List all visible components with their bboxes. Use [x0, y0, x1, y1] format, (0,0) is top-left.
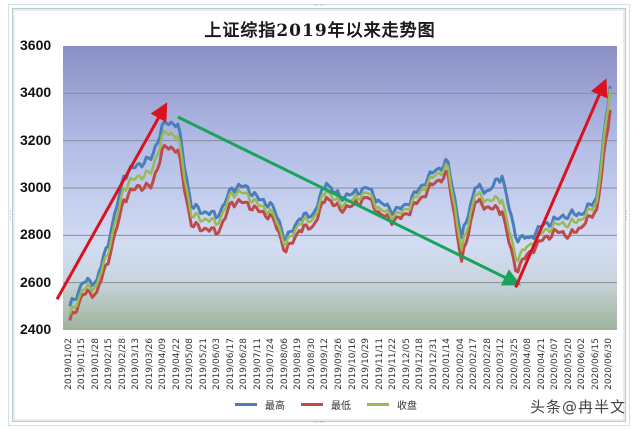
- x-tick-label: 2020/02/17: [469, 338, 480, 390]
- x-tick-label: 2019/12/05: [401, 338, 412, 390]
- legend-swatch-icon: [301, 403, 323, 406]
- legend-item-low: 最低: [301, 397, 351, 412]
- y-tick-label: 3000: [20, 179, 52, 195]
- rise-arrow-icon: [55, 102, 168, 300]
- legend-label: 最高: [265, 401, 285, 412]
- x-tick-label: 2019/08/19: [293, 338, 304, 390]
- y-tick-label: 3200: [20, 131, 52, 148]
- x-tick-label: 2019/09/12: [320, 338, 331, 390]
- x-tick-label: 2020/04/21: [536, 338, 547, 390]
- trend-arrows: [55, 78, 608, 300]
- x-tick-label: 2019/03/26: [144, 338, 155, 390]
- watermark: 头条@冉半文: [530, 398, 627, 416]
- x-tick-label: 2019/12/18: [415, 338, 426, 390]
- legend-swatch-icon: [367, 403, 389, 406]
- x-tick-label: 2020/03/25: [509, 338, 520, 390]
- rise-arrow-icon: [514, 78, 608, 288]
- x-tick-label: 2019/08/30: [306, 338, 317, 390]
- y-tick-label: 2400: [20, 321, 52, 337]
- legend-item-close: 收盘: [367, 397, 417, 412]
- x-tick-label: 2019/02/15: [104, 338, 115, 390]
- x-tick-label: 2019/02/28: [117, 338, 128, 390]
- y-tick-label: 3600: [20, 37, 52, 53]
- x-tick-label: 2020/06/15: [590, 338, 601, 390]
- series-line-close: [68, 88, 612, 315]
- y-tick-label: 2600: [20, 273, 52, 290]
- x-tick-label: 2019/07/11: [252, 338, 263, 390]
- x-tick-label: 2019/06/17: [225, 338, 236, 390]
- x-tick-label: 2019/03/13: [131, 338, 142, 390]
- x-tick-label: 2019/05/08: [185, 338, 196, 390]
- legend-label: 最低: [331, 401, 351, 412]
- x-tick-label: 2019/01/02: [63, 338, 74, 390]
- x-tick-label: 2020/01/14: [442, 338, 453, 390]
- x-tick-label: 2019/08/06: [279, 338, 290, 390]
- x-tick-label: 2019/04/09: [158, 338, 169, 390]
- x-tick-label: 2019/11/22: [388, 338, 399, 390]
- x-tick-label: 2020/03/12: [496, 338, 507, 390]
- x-tick-label: 2020/02/28: [482, 338, 493, 390]
- legend: 最高 最低 收盘: [235, 397, 417, 412]
- chart-outer-frame: [8, 4, 630, 426]
- legend-label: 收盘: [397, 401, 417, 412]
- x-tick-label: 2019/09/26: [334, 338, 344, 390]
- y-tick-label: 3400: [20, 84, 52, 101]
- x-tick-label: 2019/10/29: [361, 338, 372, 390]
- x-tick-label: 2019/12/31: [428, 338, 439, 390]
- legend-swatch-icon: [235, 403, 257, 406]
- x-tick-label: 2019/07/24: [266, 338, 277, 390]
- x-tick-label: 2019/06/28: [239, 338, 250, 390]
- x-tick-label: 2020/05/07: [550, 338, 561, 390]
- legend-item-high: 最高: [235, 397, 285, 412]
- x-tick-label: 2019/04/22: [171, 338, 182, 390]
- chart-title: 上证综指2019年以来走势图: [204, 21, 436, 41]
- x-tick-label: 2020/05/20: [563, 338, 574, 390]
- x-tick-label: 2020/02/04: [455, 338, 466, 390]
- x-tick-label: 2019/05/21: [198, 338, 209, 390]
- x-tick-label: 2019/11/11: [374, 338, 385, 390]
- series-line-low: [68, 109, 612, 321]
- decline-arrow-icon: [177, 115, 522, 286]
- x-tick-label: 2019/10/16: [347, 338, 358, 390]
- x-tick-label: 2020/06/02: [577, 338, 588, 390]
- x-tick-label: 2020/04/08: [523, 338, 534, 390]
- gridlines: [63, 92, 617, 284]
- x-tick-label: 2020/06/30: [604, 338, 615, 390]
- x-tick-label: 2019/06/03: [212, 338, 223, 390]
- x-tick-label: 2019/01/28: [90, 338, 101, 390]
- resize-handle-right[interactable]: · · · ·: [625, 207, 628, 225]
- resize-handle-top[interactable]: ····: [314, 1, 325, 10]
- y-tick-label: 2800: [20, 226, 52, 243]
- resize-handle-left[interactable]: · · · ·: [9, 207, 12, 225]
- x-tick-label: 2019/01/15: [77, 338, 88, 390]
- resize-handle-bottom[interactable]: ····: [314, 418, 325, 427]
